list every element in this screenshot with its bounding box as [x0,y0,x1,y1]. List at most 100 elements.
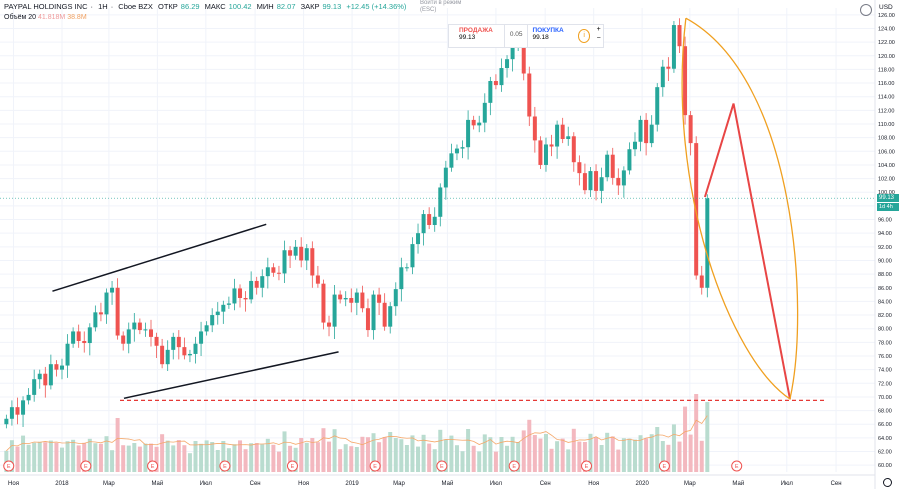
volume-bar [126,445,131,472]
earnings-marker [436,460,448,472]
x-tick-label: Май [151,480,163,487]
volume-header: Объём 20 41.818M 38.8M [4,14,87,21]
candle-body [265,267,270,277]
volume-bar [671,424,676,472]
buy-button[interactable]: ПОКУПКА 99.18 [527,25,574,47]
y-tick-label: 126.00 [878,13,895,19]
candle-body [471,119,476,126]
candle-body [154,336,159,346]
volume-bar [327,441,332,472]
candle-body [327,322,332,327]
volume-bar [443,439,448,472]
info-icon[interactable]: i [577,29,591,43]
earnings-label: E [373,464,377,470]
candle-body [466,119,471,148]
x-tick-label: Сен [250,481,261,487]
candle-body [638,119,643,142]
candle-body [21,400,26,415]
candle-body [365,308,370,331]
candle-body [493,81,498,86]
quantity-stepper[interactable]: + − [594,25,603,47]
volume-bar [282,431,287,472]
y-tick-label: 106.00 [878,149,895,155]
plus-icon[interactable]: + [596,26,601,33]
candle-body [110,287,115,293]
y-tick-label: 60.00 [878,463,892,469]
candle-body [176,336,181,348]
close-value: 99.13 [322,2,342,11]
volume-bar [471,445,476,472]
volume-bar [543,434,548,472]
last-price-tag: 99.13 [877,194,899,202]
volume-bar [404,445,409,472]
candle-body [15,407,20,415]
x-tick-label: Сен [831,481,842,487]
volume-bar [382,437,387,472]
volume-ma-line [6,415,708,452]
change-value: +12.45 (+14.36%) [346,2,407,11]
volume-bar [360,436,365,472]
candle-body [505,59,510,69]
volume-bar [160,434,165,472]
volume-bar [649,434,654,472]
volume-bar [377,442,382,472]
candle-body [59,365,64,370]
interval[interactable]: 1H [98,2,108,11]
candle-body [632,141,637,150]
sell-button[interactable]: ПРОДАЖА 99.13 [449,25,505,47]
volume-ma-value: 38.8M [67,14,87,21]
candle-body [343,298,348,300]
high-value: 100.42 [228,2,252,11]
volume-bar [9,440,14,472]
y-tick-label: 108.00 [878,136,895,142]
volume-bar [332,429,337,472]
candle-body [315,275,320,284]
buy-label: ПОКУПКА [532,27,564,34]
volume-bar [516,442,521,472]
settings-gear-icon[interactable] [860,4,872,16]
candle-body [427,214,432,225]
y-tick-label: 72.00 [878,381,892,387]
x-tick-label: Ноя [298,481,309,487]
volume-bar [388,432,393,472]
candle-body [683,46,688,116]
axis-settings-icon[interactable] [883,478,892,487]
minus-icon[interactable]: − [596,35,601,42]
x-tick-label: Июл [781,481,794,487]
volume-bar [610,436,615,472]
volume-bar [171,445,176,472]
volume-bar [549,448,554,472]
volume-bar [466,429,471,472]
candle-body [577,162,582,174]
volume-bar [577,441,582,472]
candle-body [644,119,649,144]
candle-body [616,177,621,186]
candle-body [148,329,153,337]
volume-bar [449,435,454,472]
volume-bar [527,419,532,472]
volume-bar [588,433,593,472]
y-tick-label: 120.00 [878,54,895,60]
x-tick-label: 2019 [345,481,359,487]
volume-bar [154,446,159,472]
candle-body [115,287,120,336]
candle-body [143,329,148,331]
volume-value: 41.818M [38,14,66,21]
price-axis: 60.00 62.00 64.00 66.00 68.00 70.00 72.00 74.00… [874,0,895,489]
candle-body [694,143,699,276]
earnings-label: E [223,464,227,470]
candle-body [299,246,304,261]
volume-bar [416,446,421,472]
volume-label[interactable]: Объём 20 [4,14,37,21]
volume-bar [599,445,604,472]
volume-bar [666,444,671,472]
symbol-name[interactable]: PAYPAL HOLDINGS INC [4,2,88,11]
volume-bar [254,443,259,472]
y-tick-label: 96.00 [878,218,892,224]
volume-bar [187,453,192,472]
time-axis: Ноя 2018 Мар Май Июл Сен Ноя 2019 Мар Май Июл Сен Но… [0,474,875,487]
sell-label: ПРОДАЖА [459,27,493,34]
candle-body [338,294,343,300]
